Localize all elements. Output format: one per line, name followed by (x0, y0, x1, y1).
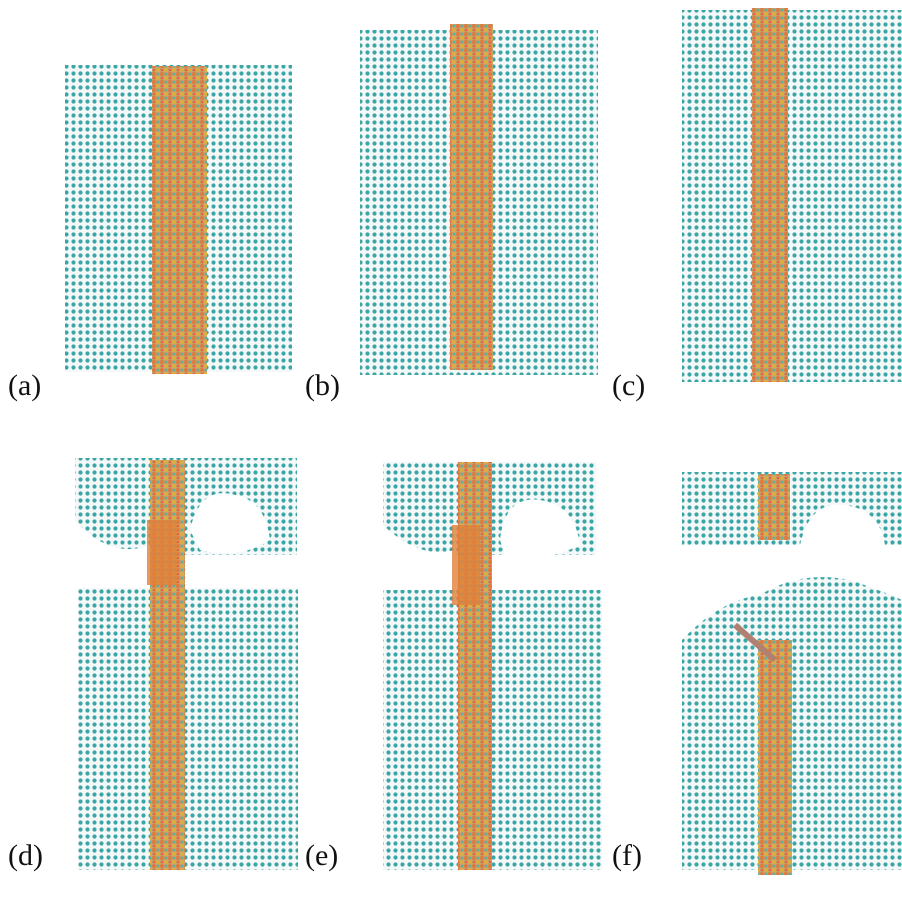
panel-c: (c) (612, 8, 902, 402)
lattice (78, 588, 298, 870)
lattice (682, 10, 902, 382)
panel-e: (e) (305, 462, 602, 872)
nanotube-segment (147, 520, 177, 585)
panel-f: (f) (612, 472, 902, 875)
nanotube (758, 474, 790, 540)
panel-label: (c) (612, 369, 645, 402)
lattice (383, 590, 602, 870)
panel-label: (f) (612, 839, 642, 872)
panel-label: (b) (305, 369, 340, 402)
panel-label: (e) (305, 839, 338, 872)
panel-b: (b) (305, 24, 598, 402)
nanotube (752, 8, 788, 382)
figure: (a) (b) (c) (d) (e) (f) (0, 0, 902, 901)
panel-label: (a) (8, 369, 41, 402)
nanotube (450, 24, 493, 370)
nanotube (758, 640, 792, 875)
panel-label: (d) (8, 839, 43, 872)
nanotube (152, 66, 207, 374)
nanotube (458, 462, 492, 870)
panel-d: (d) (8, 458, 298, 872)
nanotube-segment (452, 525, 480, 605)
panel-a: (a) (8, 65, 292, 402)
